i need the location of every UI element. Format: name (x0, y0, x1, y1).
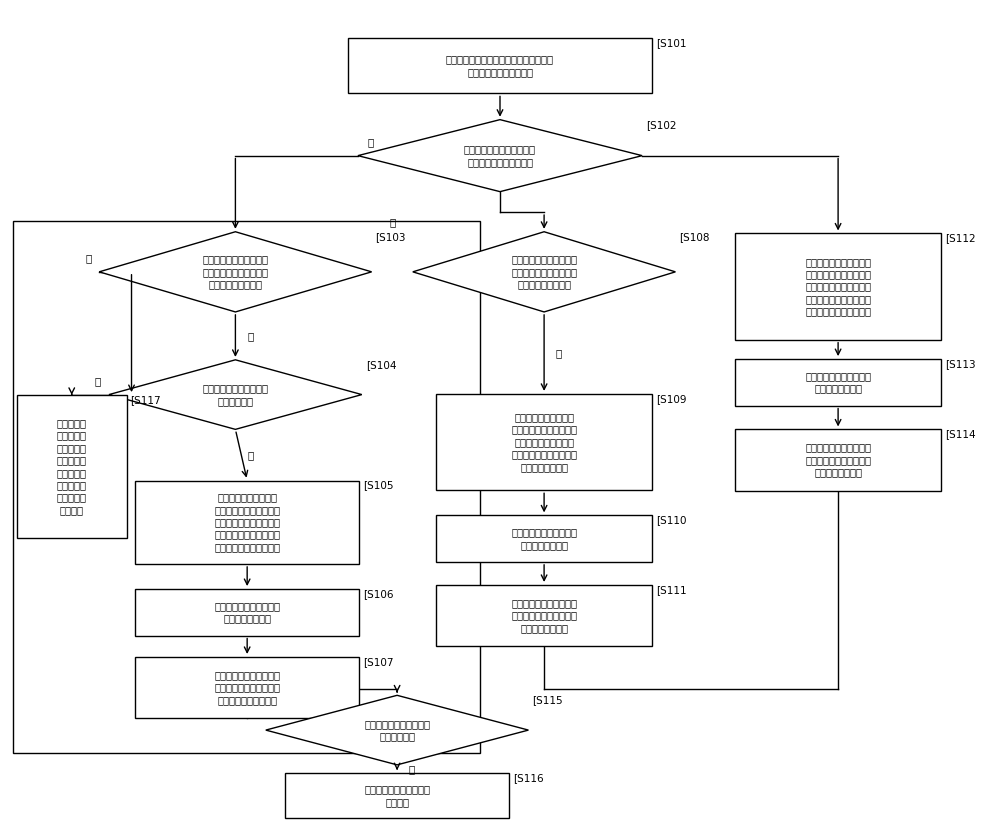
Text: 获取第一车辆实际到达目
标位置的第六时间: 获取第一车辆实际到达目 标位置的第六时间 (805, 371, 871, 393)
Text: 当存在第二车辆且不存在
第一信号灯时，判断第二
车辆的速度是否为零: 当存在第二车辆且不存在 第一信号灯时，判断第二 车辆的速度是否为零 (511, 255, 577, 289)
Text: 否: 否 (95, 377, 101, 387)
Text: 判断第一信号灯的状态是
否为禁行状态: 判断第一信号灯的状态是 否为禁行状态 (202, 383, 268, 406)
FancyBboxPatch shape (285, 773, 509, 818)
Polygon shape (358, 119, 642, 192)
Text: [S107: [S107 (363, 657, 393, 667)
Text: 是: 是 (85, 254, 91, 264)
FancyBboxPatch shape (135, 589, 359, 635)
Text: [S115: [S115 (532, 696, 563, 706)
FancyBboxPatch shape (436, 584, 652, 646)
Text: 判断第二信号灯的状态是
否为通行状态: 判断第二信号灯的状态是 否为通行状态 (364, 719, 430, 741)
Text: [S105: [S105 (363, 480, 393, 490)
Text: [S111: [S111 (656, 584, 686, 595)
Text: [S117: [S117 (131, 395, 161, 405)
FancyBboxPatch shape (436, 394, 652, 490)
Text: [S116: [S116 (513, 773, 543, 783)
Polygon shape (99, 232, 372, 312)
Text: [S112: [S112 (945, 233, 976, 243)
Text: [S103: [S103 (376, 232, 406, 242)
Text: [S102: [S102 (646, 119, 677, 129)
Polygon shape (109, 360, 362, 429)
Text: 是: 是 (389, 218, 395, 228)
Text: 获取第一车辆实际到达目
标位置的第四时间: 获取第一车辆实际到达目 标位置的第四时间 (511, 528, 577, 549)
Text: 根据第二车辆的位置信
息、速度信息以及第一车
辆与第二车辆的间隔距
离，计算第一车辆到达目
标位置的第三时间: 根据第二车辆的位置信 息、速度信息以及第一车 辆与第二车辆的间隔距 离，计算第一… (511, 412, 577, 472)
Text: 根据第一车辆的行驶信
息、第二车辆的行驶信息
以及信号灯的禁行状态的
剩余时间，计算第一车辆
到达目标位置的第一时间: 根据第一车辆的行驶信 息、第二车辆的行驶信息 以及信号灯的禁行状态的 剩余时间，… (214, 493, 280, 552)
Text: 判断第一车辆前方是否存在
第二车辆以及第一信号灯: 判断第一车辆前方是否存在 第二车辆以及第一信号灯 (464, 144, 536, 167)
FancyBboxPatch shape (135, 657, 359, 718)
Text: 向报警平台发送拥堵源头
位置信息: 向报警平台发送拥堵源头 位置信息 (364, 784, 430, 807)
FancyBboxPatch shape (135, 480, 359, 564)
Text: 获取第一车辆实际到达目
标位置的第二时间: 获取第一车辆实际到达目 标位置的第二时间 (214, 601, 280, 624)
Polygon shape (413, 232, 675, 312)
Polygon shape (266, 696, 528, 765)
Text: 否: 否 (247, 331, 253, 341)
Text: 根据第一时间以及第二时
间，计算预测第一车辆达
到目标位置时间的精度: 根据第一时间以及第二时 间，计算预测第一车辆达 到目标位置时间的精度 (214, 671, 280, 705)
Text: 是: 是 (247, 450, 253, 460)
Text: 根据第一车
辆的行驶信
息、第二车
辆的行驶信
息，计算第
一车辆到达
目标位置的
第一时间: 根据第一车 辆的行驶信 息、第二车 辆的行驶信 息，计算第 一车辆到达 目标位置… (57, 418, 87, 515)
FancyBboxPatch shape (735, 234, 941, 340)
Text: 当第一车辆前不存在第二
车辆时，且不存在第一信
号灯时，根据第一车辆的
行驶信息，确定第一车辆
到达目标位置的第五时间: 当第一车辆前不存在第二 车辆时，且不存在第一信 号灯时，根据第一车辆的 行驶信息… (805, 257, 871, 316)
FancyBboxPatch shape (348, 38, 652, 94)
Text: 根据第三时间以及第四时
间，计算预测车辆达到目
标位置时间的精度: 根据第三时间以及第四时 间，计算预测车辆达到目 标位置时间的精度 (511, 598, 577, 633)
FancyBboxPatch shape (436, 515, 652, 562)
Text: [S110: [S110 (656, 515, 686, 525)
Text: 否: 否 (556, 348, 562, 358)
Text: 当存在第二车辆以及存在
第一信号灯时，判断第二
车辆的速度是否为零: 当存在第二车辆以及存在 第一信号灯时，判断第二 车辆的速度是否为零 (202, 255, 268, 289)
Text: 是: 是 (368, 138, 374, 148)
Text: [S109: [S109 (656, 394, 686, 404)
Text: [S104: [S104 (366, 360, 396, 370)
Text: 是: 是 (409, 764, 415, 774)
Text: [S108: [S108 (679, 232, 710, 242)
FancyBboxPatch shape (735, 359, 941, 406)
Text: 根据第五时间以及第六时
间，计算预测车辆达到目
标位置时间的精度: 根据第五时间以及第六时 间，计算预测车辆达到目 标位置时间的精度 (805, 443, 871, 478)
FancyBboxPatch shape (735, 429, 941, 491)
Text: 获取当前路段上各车辆的行驶信息、目标
位置信息以及信号灯信息: 获取当前路段上各车辆的行驶信息、目标 位置信息以及信号灯信息 (446, 54, 554, 77)
FancyBboxPatch shape (17, 395, 127, 539)
Text: [S113: [S113 (945, 359, 976, 369)
Text: [S101: [S101 (656, 38, 686, 48)
Text: [S114: [S114 (945, 429, 976, 439)
Text: [S106: [S106 (363, 589, 393, 599)
